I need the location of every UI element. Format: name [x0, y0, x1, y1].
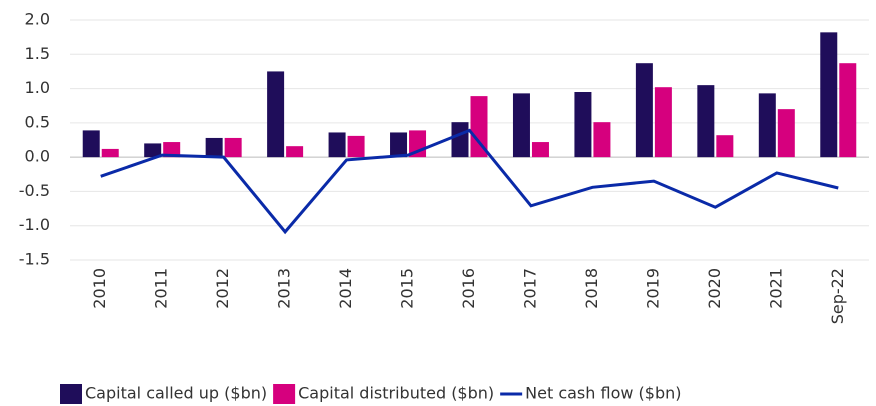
bar: [347, 135, 365, 158]
bar: [205, 137, 223, 158]
x-tick-label: 2017: [520, 268, 539, 309]
line: [100, 128, 839, 235]
bar: [635, 63, 653, 158]
x-tick-label: 2015: [398, 268, 417, 309]
y-tick-label: 1.5: [25, 44, 50, 63]
bar: [758, 93, 776, 158]
x-tick-label: 2016: [459, 268, 478, 309]
bar: [144, 143, 162, 158]
x-tick-label: 2011: [152, 268, 171, 309]
bar: [820, 32, 838, 158]
bar: [512, 93, 530, 158]
x-tick-label: Sep-22: [828, 268, 847, 324]
bar: [697, 85, 715, 158]
y-tick-label: -1.5: [19, 250, 50, 269]
y-tick-label: -1.0: [19, 215, 50, 234]
x-tick-label: 2021: [766, 268, 785, 309]
bar: [390, 132, 408, 158]
bar: [328, 132, 346, 158]
bar: [716, 135, 734, 158]
legend-swatch: [273, 384, 296, 404]
bar: [593, 122, 611, 158]
legend-label: Capital distributed ($bn): [298, 384, 494, 403]
x-tick-label: 2020: [705, 268, 724, 309]
bar: [777, 109, 795, 158]
bar: [574, 92, 592, 158]
x-tick-label: 2018: [582, 268, 601, 309]
bar: [267, 71, 285, 158]
x-tick-label: 2014: [336, 268, 355, 309]
y-tick-label: 0.0: [25, 147, 50, 166]
x-tick-label: 2010: [90, 268, 109, 309]
legend-label: Net cash flow ($bn): [525, 384, 681, 403]
bar: [470, 96, 488, 158]
bar: [163, 142, 181, 158]
y-tick-label: 0.5: [25, 112, 50, 131]
bar: [101, 148, 119, 158]
bar: [531, 142, 549, 158]
x-tick-label: 2019: [643, 268, 662, 309]
bar: [839, 63, 857, 158]
bar: [451, 122, 469, 158]
bar: [224, 137, 242, 158]
x-tick-label: 2013: [275, 268, 294, 309]
y-tick-label: 1.0: [25, 78, 50, 97]
bar: [286, 146, 304, 158]
bar: [654, 87, 672, 158]
bar: [82, 130, 100, 158]
legend-swatch: [60, 384, 82, 404]
y-tick-label: -0.5: [19, 181, 50, 200]
legend-label: Capital called up ($bn): [85, 384, 267, 403]
y-tick-label: 2.0: [25, 10, 50, 29]
x-tick-label: 2012: [213, 268, 232, 309]
